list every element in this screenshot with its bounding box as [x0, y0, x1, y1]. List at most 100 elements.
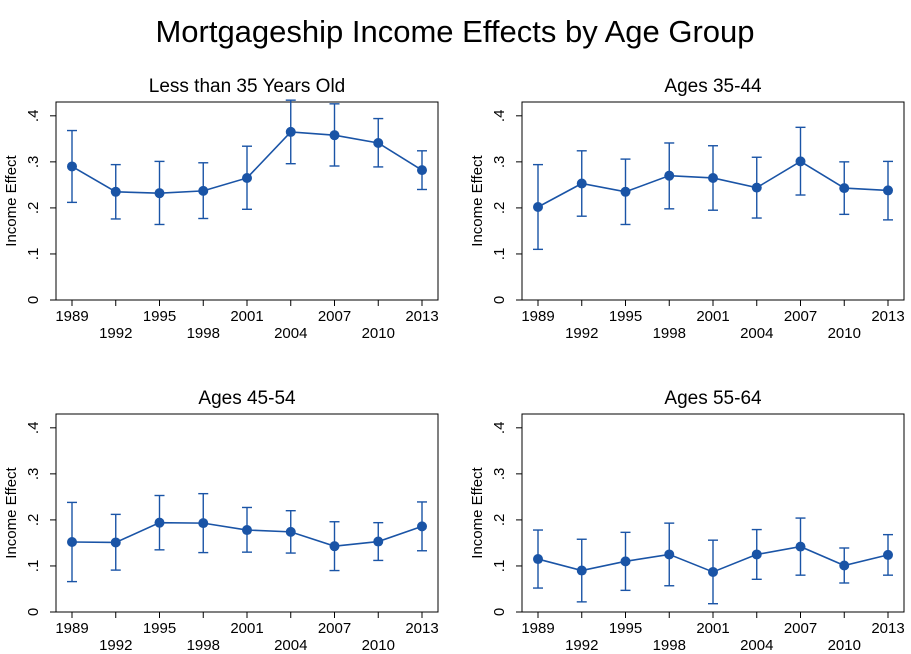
data-point: [576, 565, 587, 576]
x-tick-label: 2004: [740, 637, 773, 654]
x-tick-label: 2010: [828, 637, 861, 654]
x-tick-label: 2001: [696, 620, 729, 637]
data-point: [751, 549, 762, 560]
x-tick-label: 2010: [362, 325, 395, 342]
data-point: [329, 541, 340, 552]
y-tick-label: .2: [491, 202, 508, 215]
data-point: [839, 560, 850, 571]
x-tick-label: 1992: [99, 637, 132, 654]
data-point: [417, 165, 427, 176]
data-point: [198, 185, 209, 196]
x-tick-label: 2001: [696, 308, 729, 325]
x-tick-label: 1989: [521, 620, 554, 637]
data-point: [708, 172, 718, 183]
panel-1: Less than 35 Years Old 0 .1 .2 .3 .4 Income Ef…: [3, 76, 439, 342]
data-point: [620, 556, 631, 567]
panel-3: Ages 45-54 0 .1 .2 .3 .4 Income Effect 1989 1995…: [3, 388, 439, 654]
data-point: [110, 186, 121, 197]
data-point: [664, 170, 675, 181]
x-tick-label: 2004: [740, 325, 773, 342]
data-point: [620, 186, 631, 197]
x-tick-label: 2001: [230, 308, 263, 325]
panel-2: Ages 35-44 0 .1 .2 .3 .4 Income Effect 1989 1995…: [469, 76, 905, 342]
y-tick-label: .1: [25, 248, 42, 261]
x-tick-label: 2007: [318, 620, 351, 637]
panel-title: Ages 55-64: [664, 388, 762, 409]
x-tick-label: 2001: [230, 620, 263, 637]
x-tick-label: 2004: [274, 325, 307, 342]
y-axis-label: Income Effect: [3, 466, 20, 558]
x-tick-label: 2010: [362, 637, 395, 654]
y-tick-label: .3: [25, 156, 42, 169]
x-tick-label: 2007: [318, 308, 351, 325]
y-tick-label: .4: [491, 110, 508, 123]
y-tick-label: 0: [491, 608, 508, 616]
data-point: [751, 182, 762, 193]
data-point: [708, 566, 718, 577]
data-point: [795, 541, 806, 552]
y-tick-label: .2: [491, 514, 508, 527]
data-point: [664, 549, 675, 560]
y-tick-label: .1: [491, 248, 508, 261]
x-tick-label: 2010: [828, 325, 861, 342]
panel-title: Ages 35-44: [664, 76, 762, 97]
panel-title: Ages 45-54: [198, 388, 296, 409]
panel-4: Ages 55-64 0 .1 .2 .3 .4 Income Effect 1989 1995…: [469, 388, 905, 654]
x-tick-label: 2013: [871, 620, 904, 637]
y-tick-label: 0: [25, 608, 42, 616]
x-tick-label: 2013: [405, 308, 438, 325]
data-point: [373, 536, 384, 547]
x-tick-label: 1992: [99, 325, 132, 342]
y-tick-label: .4: [491, 422, 508, 435]
data-point: [533, 554, 543, 565]
data-point: [198, 518, 209, 529]
y-tick-label: .2: [25, 514, 42, 527]
y-tick-label: 0: [491, 296, 508, 304]
data-point: [329, 130, 340, 141]
y-axis-label: Income Effect: [469, 466, 486, 558]
data-point: [285, 526, 296, 537]
panel-title: Less than 35 Years Old: [149, 76, 345, 97]
x-tick-label: 1995: [609, 620, 642, 637]
x-tick-label: 1998: [187, 637, 220, 654]
x-tick-label: 1992: [565, 637, 598, 654]
y-tick-label: .1: [25, 560, 42, 573]
data-point: [67, 161, 77, 172]
x-tick-label: 1995: [143, 308, 176, 325]
data-point: [242, 525, 252, 536]
data-point: [373, 137, 384, 148]
x-tick-label: 1989: [521, 308, 554, 325]
x-tick-label: 1989: [55, 308, 88, 325]
x-tick-label: 1995: [143, 620, 176, 637]
x-tick-label: 2013: [871, 308, 904, 325]
x-tick-label: 2004: [274, 637, 307, 654]
y-tick-label: .3: [491, 468, 508, 481]
panels: Less than 35 Years Old 0 .1 .2 .3 .4 Income Ef…: [3, 76, 905, 654]
data-point: [883, 185, 893, 196]
x-tick-label: 2013: [405, 620, 438, 637]
y-tick-label: .4: [25, 110, 42, 123]
data-point: [154, 188, 165, 199]
data-point: [67, 537, 77, 548]
data-point: [883, 549, 893, 560]
y-tick-label: 0: [25, 296, 42, 304]
data-point: [242, 172, 252, 183]
x-tick-label: 1998: [187, 325, 220, 342]
x-tick-label: 1989: [55, 620, 88, 637]
data-point: [795, 156, 806, 167]
y-tick-label: .3: [25, 468, 42, 481]
data-point: [417, 521, 427, 532]
data-point: [110, 537, 121, 548]
data-point: [285, 126, 296, 137]
y-tick-label: .1: [491, 560, 508, 573]
data-point: [576, 178, 587, 189]
x-tick-label: 1995: [609, 308, 642, 325]
y-tick-label: .3: [491, 156, 508, 169]
figure-title: Mortgageship Income Effects by Age Group: [155, 14, 754, 49]
data-point: [533, 201, 543, 212]
x-tick-label: 2007: [784, 620, 817, 637]
y-axis-label: Income Effect: [3, 154, 20, 246]
x-tick-label: 1998: [653, 325, 686, 342]
data-point: [154, 517, 165, 528]
